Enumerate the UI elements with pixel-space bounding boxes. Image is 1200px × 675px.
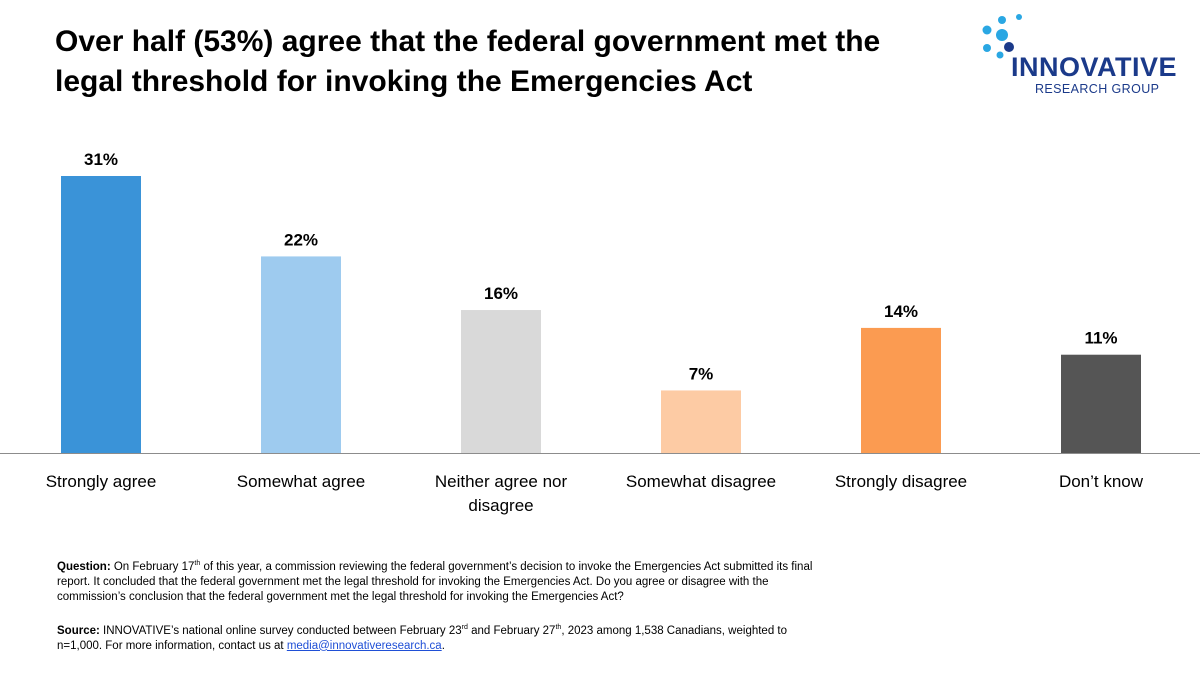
question-sup-1: th: [194, 560, 201, 567]
category-label-somewhat-disagree: Somewhat disagree: [625, 472, 777, 491]
footnotes: Question: On February 17th of this year,…: [57, 556, 817, 654]
bar-chart: 31% 22% 16% 7% 14% 11%: [0, 150, 1200, 454]
data-label-strongly-disagree: 14%: [884, 302, 918, 321]
data-label-strongly-agree: 31%: [84, 150, 118, 169]
source-note: Source: INNOVATIVE’s national online sur…: [57, 620, 817, 654]
category-label-neither-agree-nor-disagree: Neither agree nor disagree: [434, 472, 568, 515]
category-label-don-t-know: Don’t know: [1058, 472, 1144, 491]
bar-strongly-disagree: [861, 327, 941, 453]
logo-subtitle-text: RESEARCH GROUP: [1035, 82, 1160, 96]
source-label: Source:: [57, 624, 100, 637]
question-text-1: On February 17: [110, 560, 195, 573]
bar-somewhat-agree: [261, 256, 341, 453]
bar-neither-agree-nor-disagree: [461, 310, 541, 453]
data-label-somewhat-agree: 22%: [284, 230, 318, 249]
data-label-neither-agree-nor-disagree: 16%: [484, 284, 518, 303]
logo-brand-text: INNOVATIVE: [1011, 52, 1178, 82]
category-label-strongly-agree: Strongly agree: [45, 472, 157, 491]
source-text-1: INNOVATIVE’s national online survey cond…: [99, 624, 462, 637]
source-sup-2: th: [555, 623, 562, 631]
data-label-somewhat-disagree: 7%: [689, 364, 714, 383]
contact-email-link[interactable]: media@innovativeresearch.ca: [286, 639, 442, 652]
innovative-logo: INNOVATIVE RESEARCH GROUP: [975, 10, 1178, 100]
source-text-3: , 2023 among 1,538 Canadians, weighted t…: [57, 624, 788, 652]
source-text-4: .: [441, 639, 445, 652]
chart-title: Over half (53%) agree that the federal g…: [55, 25, 881, 98]
question-note: Question: On February 17th of this year,…: [57, 556, 817, 605]
source-text-2: and February 27: [467, 624, 556, 637]
category-label-somewhat-agree: Somewhat agree: [236, 472, 366, 491]
bar-strongly-agree: [61, 176, 141, 453]
bar-somewhat-disagree: [661, 390, 741, 453]
data-label-don-t-know: 11%: [1084, 329, 1117, 348]
question-label: Question:: [57, 560, 111, 573]
question-text-2: of this year, a commission reviewing the…: [57, 560, 813, 603]
source-sup-1: rd: [461, 623, 468, 631]
bar-don-t-know: [1061, 354, 1141, 453]
category-label-strongly-disagree: Strongly disagree: [834, 472, 968, 491]
logo-dots-icon: [982, 14, 1022, 59]
